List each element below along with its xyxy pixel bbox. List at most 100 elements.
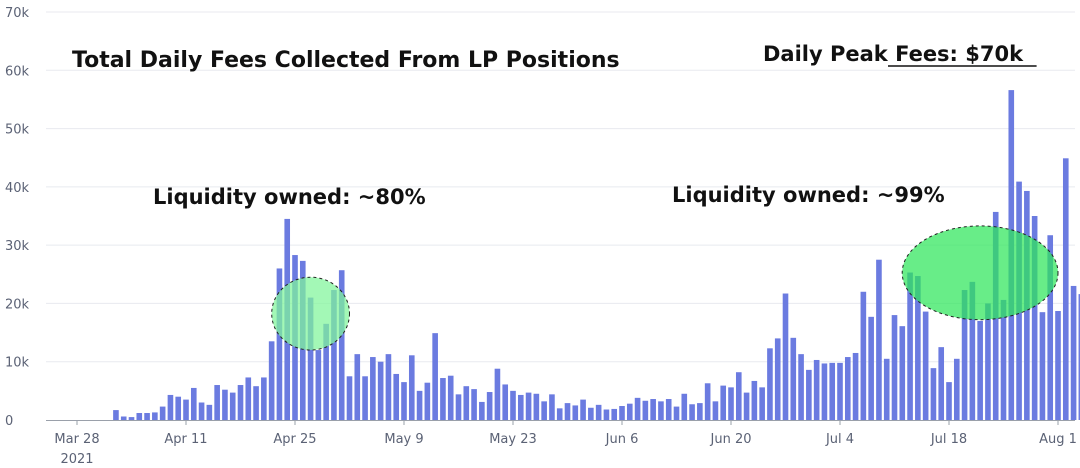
bar [767,348,773,420]
bar [159,406,166,420]
bar [307,297,314,420]
highlight-ellipse [271,276,351,351]
bar [681,393,688,420]
bar [1000,299,1007,420]
bar [860,291,867,420]
bar [229,392,236,420]
bar [743,392,750,420]
x-tick-label: Jul 18 [930,432,967,447]
bar [969,281,976,420]
bar [463,386,470,420]
bar [759,387,765,420]
bars [113,90,1080,421]
bar [377,361,384,420]
bar [510,390,516,420]
annotation-peak-fees: Daily Peak Fees: $70k [763,42,1024,66]
bar [385,354,392,420]
bar [650,399,656,420]
bar [354,354,361,420]
bar [167,394,174,420]
bar [175,396,182,420]
bar [455,394,462,420]
bar [190,387,197,420]
bar [790,337,797,420]
bar [837,362,843,420]
y-axis-tick-labels: 0 10k 20k 30k 40k 50k 60k 70k [5,6,30,429]
y-tick-label: 0 [5,414,13,429]
x-tick-label: Apr 25 [273,432,316,447]
bar [261,377,267,420]
y-tick-label: 50k [5,123,30,138]
bar [961,290,968,420]
y-tick-label: 20k [5,297,30,312]
bar [626,403,633,420]
bar [517,394,524,420]
x-tick-label: Jun 20 [710,432,752,447]
bar [486,392,493,420]
bar [689,404,695,420]
bar [323,323,329,420]
bar [580,399,586,420]
bar [416,390,423,420]
bar [798,354,804,420]
bar [774,338,781,420]
bar [595,404,602,420]
bar [222,389,228,420]
x-tick-label: May 9 [384,432,423,447]
bar [953,358,960,420]
x-tick-label: Aug 1 [1039,432,1077,447]
bar [821,363,828,420]
y-tick-label: 30k [5,239,30,254]
bar [712,401,719,420]
bar [658,401,664,420]
bar [525,392,532,420]
annotation-liquidity-99: Liquidity owned: ~99% [672,183,945,207]
annotation-liquidity-80: Liquidity owned: ~80% [153,185,426,209]
bar [915,276,921,420]
bar [1070,285,1077,420]
bar [922,311,929,420]
bar [603,409,610,420]
bar [128,417,135,420]
y-tick-label: 40k [5,181,30,196]
bar [572,405,579,420]
bar [946,382,952,420]
bar [1062,158,1069,421]
bar [556,408,563,420]
x-tick-label: Apr 11 [164,432,207,447]
x-tick-year-label: 2021 [60,452,93,467]
bar [268,341,275,420]
bar [1031,216,1038,420]
bar [899,326,906,420]
y-tick-label: 10k [5,356,30,371]
bar [564,403,571,420]
bar [1055,311,1061,420]
bar [183,399,189,420]
bar [533,393,540,420]
bar [237,385,244,420]
bar [253,386,259,420]
x-tick-label: Mar 28 [54,432,99,447]
bar [634,397,641,420]
bar [370,357,376,420]
grid-lines [46,11,1075,363]
bar [930,368,937,420]
bar [408,355,415,420]
bar [1039,312,1046,420]
bar [782,293,789,420]
bar [245,377,252,420]
bar [541,401,547,420]
bar [424,382,431,420]
x-tick-label: May 23 [489,432,537,447]
bar [479,401,485,420]
bar [852,352,859,420]
bar [120,416,127,420]
chart-title: Total Daily Fees Collected From LP Posit… [72,48,620,73]
bar [891,315,898,420]
bar [588,407,594,420]
bar [331,290,337,420]
bar [214,385,220,420]
bar [876,259,882,420]
highlight-ellipses [271,225,1059,351]
